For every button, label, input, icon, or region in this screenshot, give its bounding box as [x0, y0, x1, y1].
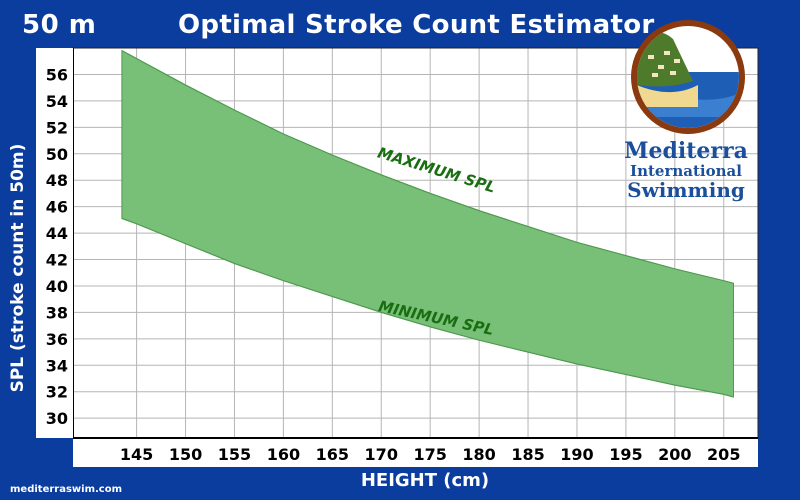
series-line-maximum: [121, 50, 734, 284]
y-tick-label: 48: [46, 171, 68, 190]
logo-line-3: Swimming: [627, 178, 745, 202]
y-tick-label: 50: [46, 145, 68, 164]
logo-house: [658, 65, 664, 69]
y-tick-label: 46: [46, 198, 68, 217]
y-tick-label: 34: [46, 356, 68, 375]
y-tick-label: 40: [46, 277, 68, 296]
logo-house: [674, 59, 680, 63]
x-tick-band: [73, 439, 758, 467]
y-tick-label: 52: [46, 118, 68, 137]
y-tick-label: 44: [46, 224, 68, 243]
series-line-minimum: [121, 218, 734, 398]
x-tick-label: 205: [707, 445, 740, 464]
y-tick-label: 32: [46, 383, 68, 402]
x-tick-label: 195: [609, 445, 642, 464]
logo-house: [670, 71, 676, 75]
logo-house: [652, 73, 658, 77]
x-tick-label: 170: [365, 445, 398, 464]
chart-title: Optimal Stroke Count Estimator: [178, 10, 655, 40]
x-tick-label: 155: [218, 445, 251, 464]
y-tick-band: [36, 48, 73, 438]
footer-url: mediterraswim.com: [10, 484, 123, 495]
y-tick-label: 56: [46, 65, 68, 84]
x-tick-label: 180: [462, 445, 495, 464]
logo-text: Mediterra International Swimming: [624, 140, 748, 200]
x-tick-label: 145: [120, 445, 153, 464]
x-tick-label: 150: [169, 445, 202, 464]
y-tick-label: 54: [46, 92, 68, 111]
logo-house: [664, 51, 670, 55]
y-tick-label: 30: [46, 409, 68, 428]
x-axis-label: HEIGHT (cm): [360, 470, 490, 491]
x-tick-label: 160: [267, 445, 300, 464]
x-tick-label: 190: [560, 445, 593, 464]
distance-label: 50 m: [22, 10, 97, 40]
logo-line-1: Mediterra: [624, 138, 748, 164]
x-tick-label: 175: [413, 445, 446, 464]
x-axis-label-wrap: HEIGHT (cm): [0, 470, 800, 491]
x-tick-label: 200: [658, 445, 691, 464]
y-axis-label: SPL (stroke count in 50m): [8, 143, 28, 393]
logo-line-2: International: [630, 162, 742, 180]
logo-sand: [637, 81, 698, 107]
y-tick-label: 42: [46, 251, 68, 270]
x-tick-label: 165: [316, 445, 349, 464]
logo-house: [648, 55, 654, 59]
x-tick-label: 185: [511, 445, 544, 464]
y-tick-label: 38: [46, 303, 68, 322]
y-tick-label: 36: [46, 330, 68, 349]
